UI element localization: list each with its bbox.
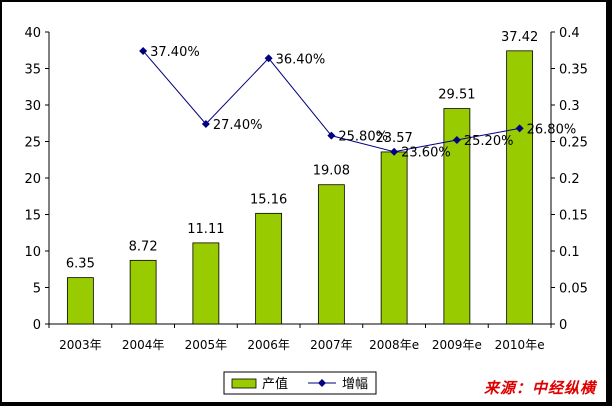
bar-value-label: 29.51 <box>438 88 475 103</box>
bar-value-label: 6.35 <box>66 257 95 272</box>
line-value-label: 25.80% <box>338 130 388 145</box>
left-tick-label: 5 <box>33 282 41 297</box>
x-tick-label: 2004年 <box>122 338 165 352</box>
bar <box>66 277 94 325</box>
chart-panel: 0 5 10 15 20 25 30 35 40 0 0.05 0.1 0.15 0.2 0.25 0.3 0.… <box>2 2 606 402</box>
left-tick-label: 35 <box>24 63 41 78</box>
bar <box>255 212 283 325</box>
right-tick-label: 0.35 <box>559 63 588 78</box>
left-tick-label: 0 <box>33 318 41 333</box>
x-tick-label: 2003年 <box>59 338 102 352</box>
right-tick-label: 0.1 <box>559 245 580 260</box>
right-tick-label: 0 <box>559 318 567 333</box>
left-tick-label: 20 <box>24 172 41 187</box>
bar-value-label: 8.72 <box>129 239 158 254</box>
bar <box>129 259 157 325</box>
left-tick-label: 25 <box>24 136 41 151</box>
legend-swatch-bar <box>231 378 257 389</box>
line-value-label: 25.20% <box>464 134 514 149</box>
bar-value-label: 23.57 <box>376 131 413 146</box>
line-value-label: 37.40% <box>150 45 200 60</box>
bar-value-label: 15.16 <box>250 192 287 207</box>
bar <box>443 108 471 325</box>
left-tick-label: 10 <box>24 245 41 260</box>
line-value-label: 23.60% <box>401 146 451 161</box>
line-marker <box>139 46 148 55</box>
axes: 0 5 10 15 20 25 30 35 40 0 0.05 0.1 0.15 0.2 0.25 0.3 0.… <box>24 26 588 352</box>
line-value-label: 26.80% <box>527 122 577 137</box>
combo-chart: 0 5 10 15 20 25 30 35 40 0 0.05 0.1 0.15 0.2 0.25 0.3 0.… <box>24 26 588 395</box>
legend-label-bar: 产值 <box>262 376 288 392</box>
x-tick-label: 2005年 <box>185 338 228 352</box>
line-marker <box>201 119 210 128</box>
right-tick-label: 0.15 <box>559 209 588 224</box>
line-marker <box>390 147 399 156</box>
line-series <box>139 46 524 156</box>
line-marker <box>327 131 336 140</box>
right-tick-label: 0.25 <box>559 136 588 151</box>
x-tick-label: 2007年 <box>310 338 353 352</box>
x-tick-label: 2009年e <box>432 338 482 352</box>
line-marker <box>264 54 273 63</box>
bar-value-label: 37.42 <box>501 30 538 45</box>
right-tick-label: 0.4 <box>559 26 580 41</box>
bar <box>380 151 408 325</box>
line-marker <box>452 136 461 145</box>
source-note: 来源：中经纵横 <box>483 379 596 397</box>
right-tick-label: 0.05 <box>559 282 588 297</box>
legend-box <box>223 371 377 395</box>
bar <box>506 50 534 325</box>
data-labels: 6.35 8.72 11.11 15.16 19.08 23.57 29.51 37.42 37… <box>66 30 576 272</box>
left-tick-label: 15 <box>24 209 41 224</box>
bar-value-label: 11.11 <box>187 222 224 237</box>
line-value-label: 36.40% <box>276 52 326 67</box>
right-tick-label: 0.3 <box>559 99 580 114</box>
bar <box>192 242 220 325</box>
left-tick-label: 40 <box>24 26 41 41</box>
x-tick-label: 2008年e <box>369 338 419 352</box>
bar-value-label: 19.08 <box>313 164 350 179</box>
bar <box>317 184 345 325</box>
line-value-label: 27.40% <box>213 118 263 133</box>
x-tick-label: 2006年 <box>247 338 290 352</box>
legend-label-line: 增幅 <box>342 377 368 392</box>
right-tick-label: 0.2 <box>559 172 580 187</box>
legend-swatch-marker <box>318 379 326 387</box>
line-marker <box>515 124 524 133</box>
bar-series <box>66 50 534 325</box>
legend: 产值 增幅 <box>223 371 377 395</box>
x-tick-label: 2010年e <box>495 338 545 352</box>
left-tick-label: 30 <box>24 99 41 114</box>
